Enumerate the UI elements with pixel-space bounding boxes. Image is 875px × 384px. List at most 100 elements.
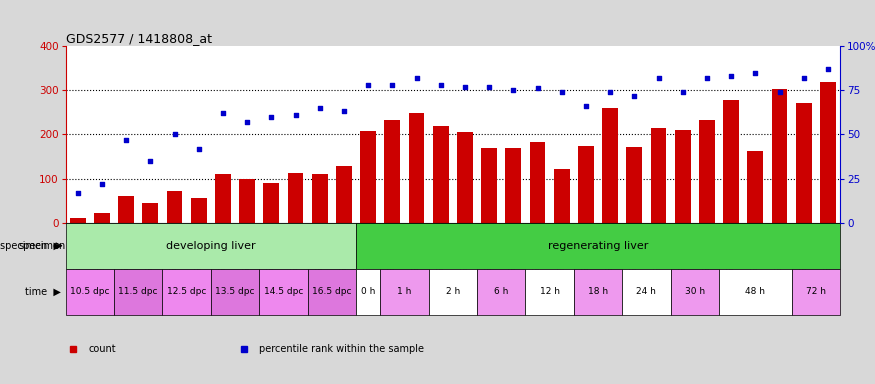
Bar — [724, 100, 739, 223]
Bar — [574, 269, 622, 315]
Bar — [675, 130, 690, 223]
Bar — [626, 147, 642, 223]
Bar — [719, 269, 792, 315]
Text: developing liver: developing liver — [166, 241, 256, 251]
Bar — [166, 191, 182, 223]
Bar — [215, 174, 231, 223]
Bar — [118, 196, 134, 223]
Bar — [506, 148, 522, 223]
Text: 2 h: 2 h — [445, 287, 460, 296]
Bar — [622, 269, 670, 315]
Bar — [578, 146, 594, 223]
Text: 24 h: 24 h — [636, 287, 656, 296]
Point — [507, 87, 521, 93]
Text: 10.5 dpc: 10.5 dpc — [70, 287, 109, 296]
Bar — [239, 179, 255, 223]
Bar — [312, 174, 327, 223]
Bar — [356, 269, 381, 315]
Bar — [796, 103, 812, 223]
Point — [167, 131, 181, 137]
Text: 12.5 dpc: 12.5 dpc — [167, 287, 206, 296]
Point — [289, 112, 303, 118]
Point — [312, 105, 326, 111]
Bar — [477, 269, 525, 315]
Text: 18 h: 18 h — [588, 287, 608, 296]
Bar — [747, 151, 763, 223]
Point — [410, 75, 423, 81]
Text: 1 h: 1 h — [397, 287, 411, 296]
Point — [627, 93, 641, 99]
Bar — [602, 108, 618, 223]
Text: 6 h: 6 h — [494, 287, 508, 296]
Point — [119, 137, 133, 143]
Text: time  ▶: time ▶ — [25, 287, 61, 297]
Bar — [66, 269, 114, 315]
Bar — [114, 269, 163, 315]
Point — [94, 181, 108, 187]
Text: 13.5 dpc: 13.5 dpc — [215, 287, 255, 296]
Point — [724, 73, 738, 79]
Bar — [554, 169, 570, 223]
Text: 11.5 dpc: 11.5 dpc — [118, 287, 158, 296]
Bar — [792, 269, 840, 315]
Text: regenerating liver: regenerating liver — [548, 241, 648, 251]
Bar — [699, 120, 715, 223]
Point — [676, 89, 690, 95]
Point — [700, 75, 714, 81]
Point — [216, 110, 230, 116]
Point — [555, 89, 569, 95]
Text: 72 h: 72 h — [806, 287, 826, 296]
Point — [458, 84, 472, 90]
Bar — [651, 128, 667, 223]
Bar — [288, 173, 304, 223]
Text: 14.5 dpc: 14.5 dpc — [263, 287, 303, 296]
Bar — [163, 269, 211, 315]
Bar — [381, 269, 429, 315]
Bar — [70, 218, 86, 223]
Point — [434, 82, 448, 88]
Bar — [263, 183, 279, 223]
Bar — [143, 203, 158, 223]
Text: 12 h: 12 h — [540, 287, 560, 296]
Point — [337, 108, 351, 114]
Text: 30 h: 30 h — [685, 287, 705, 296]
Bar — [433, 126, 449, 223]
Bar — [211, 269, 259, 315]
Point — [144, 158, 158, 164]
Point — [652, 75, 666, 81]
Point — [748, 70, 762, 76]
Point — [773, 89, 787, 95]
Bar — [66, 223, 356, 269]
Bar — [308, 269, 356, 315]
Text: GDS2577 / 1418808_at: GDS2577 / 1418808_at — [66, 32, 212, 45]
Bar — [670, 269, 719, 315]
Point — [264, 114, 278, 120]
Point — [797, 75, 811, 81]
Point — [240, 119, 254, 125]
Text: 0 h: 0 h — [360, 287, 375, 296]
Bar — [259, 269, 308, 315]
Point — [579, 103, 593, 109]
Point — [192, 146, 206, 152]
Text: 48 h: 48 h — [746, 287, 766, 296]
Text: specimen  ▶: specimen ▶ — [0, 241, 61, 251]
Bar — [409, 113, 424, 223]
Text: specimen: specimen — [18, 241, 66, 251]
Point — [482, 84, 496, 90]
Bar — [336, 166, 352, 223]
Text: count: count — [89, 344, 116, 354]
Bar — [191, 199, 206, 223]
Bar — [384, 120, 400, 223]
Bar — [820, 82, 836, 223]
Point — [821, 66, 835, 72]
Bar — [529, 142, 545, 223]
Point — [385, 82, 399, 88]
Text: percentile rank within the sample: percentile rank within the sample — [259, 344, 424, 354]
Bar — [772, 89, 788, 223]
Bar — [356, 223, 840, 269]
Bar — [481, 148, 497, 223]
Point — [361, 82, 375, 88]
Text: 16.5 dpc: 16.5 dpc — [312, 287, 352, 296]
Bar — [360, 131, 376, 223]
Point — [603, 89, 617, 95]
